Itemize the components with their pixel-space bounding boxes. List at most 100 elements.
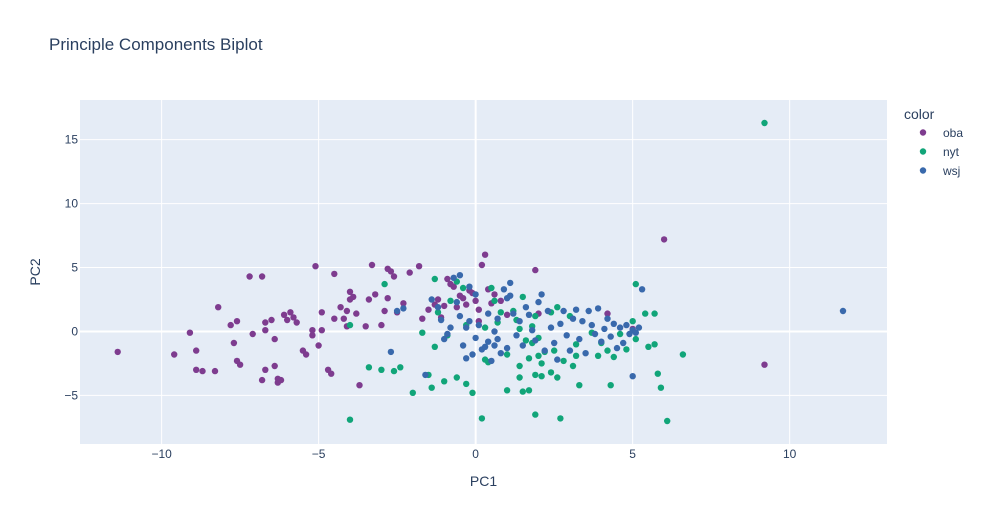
data-point[interactable] [488, 284, 495, 292]
data-point[interactable] [610, 320, 617, 327]
data-point[interactable] [284, 316, 291, 324]
data-point[interactable] [488, 357, 495, 365]
data-point[interactable] [441, 335, 448, 343]
data-point[interactable] [513, 332, 520, 339]
data-point[interactable] [525, 355, 533, 362]
data-point[interactable] [262, 327, 269, 334]
data-point[interactable] [227, 321, 234, 329]
data-point[interactable] [591, 330, 599, 338]
data-point[interactable] [569, 362, 577, 370]
data-point[interactable] [230, 339, 238, 347]
data-point[interactable] [547, 324, 555, 331]
data-point[interactable] [444, 275, 451, 283]
data-point[interactable] [340, 315, 347, 322]
data-point[interactable] [632, 280, 639, 288]
data-point[interactable] [547, 369, 555, 376]
data-point[interactable] [582, 350, 589, 357]
data-point[interactable] [494, 335, 501, 343]
data-point[interactable] [529, 327, 536, 334]
data-point[interactable] [839, 307, 847, 315]
data-point[interactable] [538, 360, 545, 367]
data-point[interactable] [560, 357, 567, 365]
data-point[interactable] [346, 288, 354, 295]
data-point[interactable] [507, 292, 514, 299]
data-point[interactable] [434, 309, 442, 316]
data-point[interactable] [453, 304, 460, 311]
data-point[interactable] [362, 323, 369, 330]
data-point[interactable] [491, 297, 498, 304]
data-point[interactable] [525, 387, 533, 394]
data-point[interactable] [516, 374, 523, 381]
data-point[interactable] [478, 415, 486, 422]
data-point[interactable] [554, 356, 561, 363]
data-point[interactable] [481, 251, 489, 258]
data-point[interactable] [318, 309, 325, 316]
data-point[interactable] [500, 286, 508, 293]
data-point[interactable] [472, 334, 479, 342]
data-point[interactable] [233, 318, 241, 325]
data-point[interactable] [431, 343, 438, 350]
data-point[interactable] [629, 373, 636, 380]
data-point[interactable] [199, 367, 206, 375]
data-point[interactable] [519, 293, 526, 301]
data-point[interactable] [475, 321, 482, 329]
data-point[interactable] [419, 315, 426, 322]
data-point[interactable] [447, 297, 454, 304]
data-point[interactable] [510, 310, 517, 317]
data-point[interactable] [491, 291, 498, 298]
data-point[interactable] [463, 355, 470, 362]
data-point[interactable] [271, 335, 278, 343]
data-point[interactable] [497, 297, 504, 304]
data-point[interactable] [607, 382, 614, 389]
data-point[interactable] [459, 295, 467, 302]
data-point[interactable] [280, 311, 288, 318]
data-point[interactable] [585, 307, 592, 315]
data-point[interactable] [525, 311, 533, 318]
data-point[interactable] [447, 324, 454, 331]
data-point[interactable] [613, 344, 621, 352]
data-point[interactable] [365, 364, 373, 371]
data-point[interactable] [350, 293, 357, 301]
data-point[interactable] [400, 300, 407, 307]
data-point[interactable] [393, 307, 401, 315]
data-point[interactable] [497, 309, 504, 316]
data-point[interactable] [425, 306, 432, 313]
data-point[interactable] [761, 361, 768, 368]
data-point[interactable] [419, 329, 426, 336]
data-point[interactable] [519, 388, 526, 395]
data-point[interactable] [406, 269, 413, 276]
data-point[interactable] [616, 324, 624, 331]
data-point[interactable] [456, 312, 464, 320]
data-point[interactable] [620, 339, 627, 347]
data-point[interactable] [287, 309, 294, 316]
data-point[interactable] [572, 306, 580, 313]
data-point[interactable] [459, 342, 467, 349]
data-point[interactable] [387, 268, 395, 275]
data-point[interactable] [193, 347, 200, 354]
data-point[interactable] [557, 415, 564, 422]
data-point[interactable] [384, 295, 391, 302]
data-point[interactable] [444, 330, 451, 338]
data-point[interactable] [459, 284, 467, 292]
data-point[interactable] [236, 361, 244, 368]
data-point[interactable] [604, 310, 611, 317]
data-point[interactable] [309, 327, 316, 334]
data-point[interactable] [485, 310, 492, 317]
data-point[interactable] [516, 325, 523, 333]
data-point[interactable] [660, 236, 668, 243]
data-point[interactable] [453, 374, 460, 381]
data-point[interactable] [441, 378, 448, 385]
data-point[interactable] [469, 351, 476, 358]
data-point[interactable] [271, 362, 278, 370]
data-point[interactable] [400, 305, 407, 312]
data-point[interactable] [642, 310, 649, 317]
data-point[interactable] [538, 291, 545, 298]
data-point[interactable] [466, 283, 473, 290]
data-point[interactable] [390, 367, 398, 375]
data-point[interactable] [503, 344, 511, 352]
data-point[interactable] [258, 273, 266, 280]
data-point[interactable] [491, 342, 498, 349]
data-point[interactable] [594, 305, 602, 312]
data-point[interactable] [463, 380, 470, 388]
data-point[interactable] [623, 321, 630, 329]
